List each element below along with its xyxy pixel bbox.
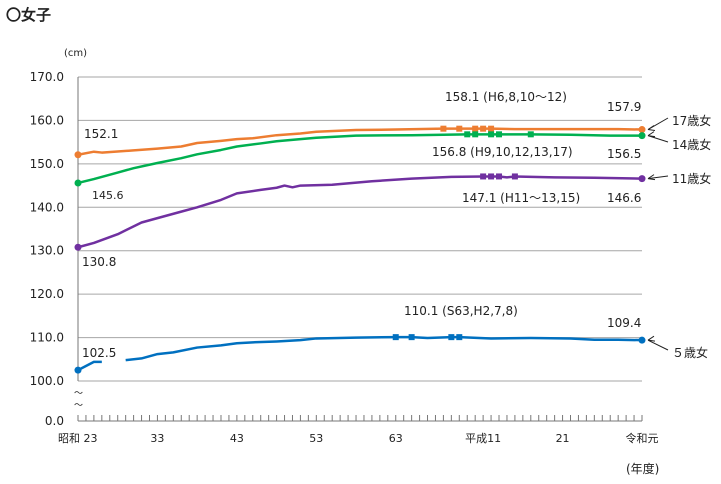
axis-break-icon: 〜 <box>74 401 83 411</box>
y-tick-label: 0.0 <box>45 414 64 428</box>
label-11-max: 147.1 (H11〜13,15) <box>462 191 581 205</box>
max-marker <box>392 334 399 341</box>
chart-title: 〇女子 <box>6 6 52 24</box>
max-marker <box>440 125 447 132</box>
label-5-end: 109.4 <box>607 316 642 330</box>
series-1 <box>74 131 646 187</box>
y-axis-unit: (cm) <box>64 48 88 59</box>
x-tick-label: 63 <box>389 432 403 445</box>
series-line <box>77 175 643 249</box>
legend-14: 14歳女 <box>672 138 712 152</box>
max-marker <box>456 334 463 341</box>
max-marker <box>496 131 503 138</box>
legend-5: ５歳女 <box>672 346 709 360</box>
x-tick-label: 43 <box>230 432 244 445</box>
series-2 <box>74 173 646 251</box>
endpoint-marker <box>638 336 646 344</box>
label-14-max: 156.8 (H9,10,12,13,17) <box>432 145 573 159</box>
max-marker <box>488 173 495 180</box>
max-marker <box>480 125 487 132</box>
x-tick-label: 昭和 23 <box>58 432 98 445</box>
y-tick-label: 160.0 <box>30 113 64 127</box>
series-3 <box>74 334 646 374</box>
label-11-end: 146.6 <box>607 191 642 205</box>
max-marker <box>480 173 487 180</box>
max-marker <box>511 173 518 180</box>
label-17-max: 158.1 (H6,8,10〜12) <box>445 90 567 104</box>
y-tick-label: 120.0 <box>30 287 64 301</box>
legend-17: 17歳女 <box>672 114 712 128</box>
arrow-icon <box>647 174 669 181</box>
label-14-end: 156.5 <box>607 147 642 161</box>
x-tick-label: 53 <box>309 432 323 445</box>
endpoint-marker <box>638 132 646 140</box>
max-marker <box>527 131 534 138</box>
max-marker <box>472 125 479 132</box>
x-axis-label: (年度) <box>626 462 660 476</box>
arrow-icon <box>647 131 669 143</box>
max-marker <box>448 334 455 341</box>
max-marker <box>488 125 495 132</box>
label-5-max: 110.1 (S63,H2,7,8) <box>404 304 518 318</box>
max-marker <box>488 131 495 138</box>
label-5-start: 102.5 <box>82 346 117 360</box>
label-14-start: 145.6 <box>92 189 124 202</box>
endpoint-marker <box>74 179 82 187</box>
label-17-end: 157.9 <box>607 100 642 114</box>
x-tick-label: 21 <box>556 432 570 445</box>
y-tick-label: 170.0 <box>30 70 64 84</box>
max-marker <box>472 131 479 138</box>
axis-break-icon: 〜 <box>74 389 83 399</box>
endpoint-marker <box>74 151 82 159</box>
endpoint-marker <box>74 366 82 374</box>
max-marker <box>456 125 463 132</box>
max-marker <box>464 131 471 138</box>
arrow-icon <box>647 117 669 132</box>
label-17-start: 152.1 <box>84 127 119 141</box>
y-tick-label: 110.0 <box>30 331 64 345</box>
arrow-icon <box>647 335 669 351</box>
endpoint-marker <box>638 175 646 183</box>
series-line <box>77 127 643 156</box>
y-tick-label: 130.0 <box>30 244 64 258</box>
endpoint-marker <box>638 126 646 134</box>
series-0 <box>74 125 646 159</box>
max-marker <box>496 173 503 180</box>
series-line <box>77 133 642 185</box>
y-tick-label: 100.0 <box>30 374 64 388</box>
x-tick-label: 令和元 <box>626 431 659 445</box>
series-line <box>77 360 102 372</box>
x-tick-label: 33 <box>150 432 164 445</box>
legend-11: 11歳女 <box>672 172 712 186</box>
y-tick-label: 150.0 <box>30 157 64 171</box>
endpoint-marker <box>74 243 82 251</box>
x-tick-label: 平成11 <box>465 432 501 445</box>
label-11-start: 130.8 <box>82 255 117 269</box>
series-line <box>125 335 643 362</box>
y-tick-label: 140.0 <box>30 200 64 214</box>
max-marker <box>408 334 415 341</box>
